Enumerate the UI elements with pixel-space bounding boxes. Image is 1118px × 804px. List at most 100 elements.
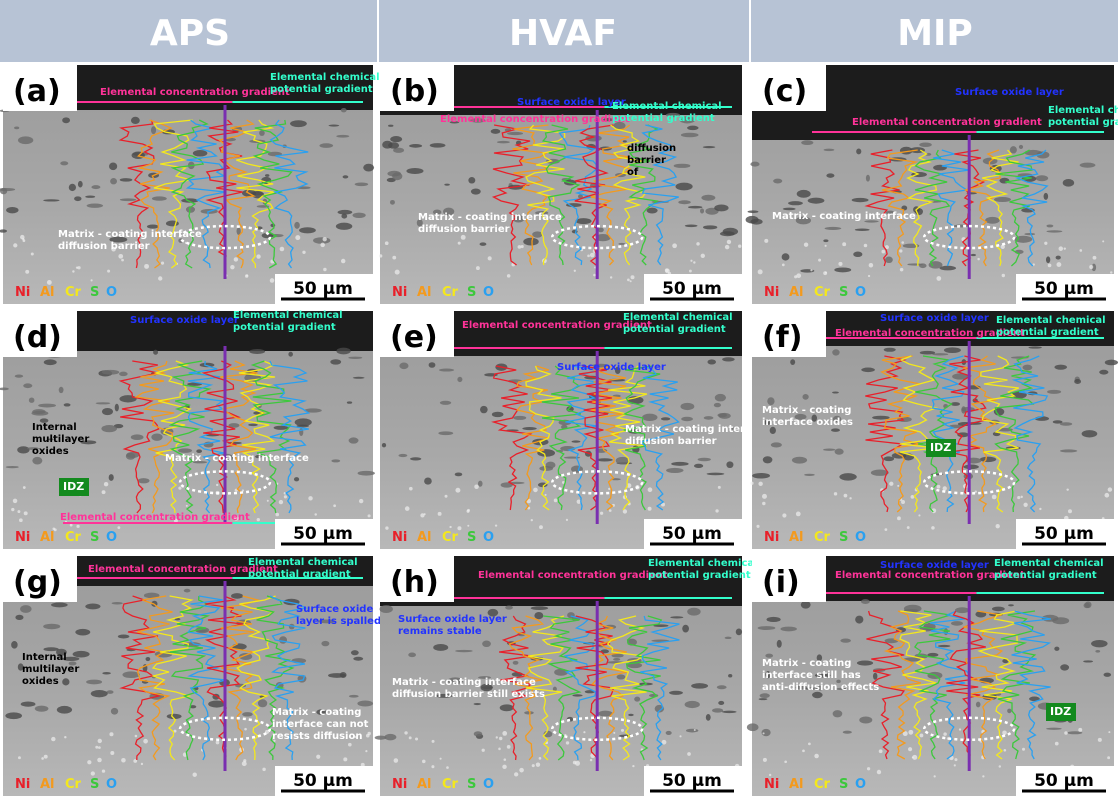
- pore: [760, 693, 770, 698]
- particle: [613, 732, 615, 734]
- pore: [51, 602, 68, 607]
- particle: [488, 256, 492, 260]
- particle: [343, 757, 347, 761]
- pore: [834, 267, 851, 272]
- pore: [634, 697, 640, 702]
- pore: [801, 601, 811, 609]
- pore: [919, 143, 932, 147]
- panel-label: (i): [762, 565, 800, 600]
- pore: [670, 616, 683, 618]
- particle: [587, 255, 590, 258]
- pore: [513, 416, 526, 420]
- pore: [112, 602, 123, 605]
- pore: [752, 473, 770, 479]
- particle: [20, 235, 25, 240]
- element-legend: Al: [789, 285, 804, 300]
- panel: (i)Surface oxide layerElemental concentr…: [747, 556, 1114, 796]
- pore: [424, 478, 432, 485]
- element-legend: Al: [417, 777, 432, 792]
- pore: [406, 168, 423, 174]
- particle: [934, 775, 936, 777]
- pore: [1105, 360, 1118, 366]
- annotation: diffusion barrier still exists: [392, 689, 545, 700]
- element-legend: S: [839, 777, 848, 792]
- particle: [908, 747, 912, 751]
- particle: [366, 734, 370, 738]
- pore: [940, 266, 956, 271]
- particle: [631, 275, 635, 279]
- particle: [999, 765, 1001, 767]
- element-legend: Ni: [392, 530, 407, 545]
- pore: [1007, 709, 1011, 714]
- element-legend: Al: [789, 777, 804, 792]
- annotation: potential gradient: [996, 327, 1099, 338]
- panel-label: (e): [390, 320, 438, 355]
- element-legend: O: [106, 530, 117, 545]
- particle: [1017, 496, 1020, 499]
- pore: [783, 208, 796, 211]
- pore: [1060, 664, 1069, 670]
- pore: [872, 416, 890, 420]
- particle: [554, 498, 558, 502]
- pore: [336, 223, 352, 230]
- particle: [104, 482, 108, 486]
- particle: [270, 278, 275, 283]
- pore: [790, 359, 795, 365]
- particle: [1039, 508, 1041, 510]
- pore: [688, 206, 702, 209]
- scale-bar-text: 50 µm: [662, 524, 722, 544]
- pore: [384, 734, 396, 740]
- particle: [825, 271, 827, 273]
- pore: [115, 404, 119, 412]
- particle: [610, 276, 612, 278]
- annotation: oxides: [22, 676, 59, 687]
- particle: [409, 487, 413, 491]
- annotation: Matrix - coating: [272, 707, 361, 718]
- pore: [75, 629, 90, 636]
- particle: [583, 731, 585, 733]
- element-legend: Cr: [65, 777, 82, 792]
- element-legend: Cr: [65, 285, 82, 300]
- element-legend: Al: [40, 285, 55, 300]
- pore: [852, 198, 869, 202]
- particle: [420, 513, 424, 517]
- particle: [533, 488, 538, 493]
- pore: [522, 427, 536, 430]
- pore: [861, 368, 875, 373]
- pore: [1056, 256, 1061, 260]
- pore: [340, 672, 347, 678]
- pore: [242, 712, 253, 716]
- pore: [408, 653, 416, 658]
- pore: [59, 387, 64, 393]
- pore: [5, 712, 22, 719]
- pore: [110, 178, 117, 184]
- pore: [429, 362, 436, 368]
- annotation: multilayer: [32, 434, 89, 445]
- pore: [678, 200, 691, 204]
- pore: [802, 394, 808, 400]
- pore: [193, 150, 208, 157]
- pore: [994, 197, 1011, 202]
- particle: [13, 499, 18, 504]
- pore: [43, 647, 58, 651]
- pore: [500, 704, 514, 711]
- particle: [245, 274, 248, 277]
- element-legend: Ni: [15, 530, 30, 545]
- pore: [714, 403, 721, 407]
- particle: [1098, 738, 1102, 742]
- particle: [23, 486, 26, 489]
- pore: [507, 132, 523, 135]
- pore: [718, 701, 724, 705]
- pore: [598, 228, 604, 233]
- annotation: IDZ: [63, 480, 84, 493]
- pore: [618, 243, 625, 245]
- particle: [648, 507, 652, 511]
- pore: [666, 731, 672, 735]
- particle: [536, 762, 540, 766]
- pore: [43, 199, 60, 201]
- pore: [674, 164, 691, 168]
- pore: [826, 173, 834, 177]
- pore: [840, 639, 851, 643]
- particle: [51, 737, 55, 741]
- annotation: Matrix - coating interface: [165, 453, 309, 464]
